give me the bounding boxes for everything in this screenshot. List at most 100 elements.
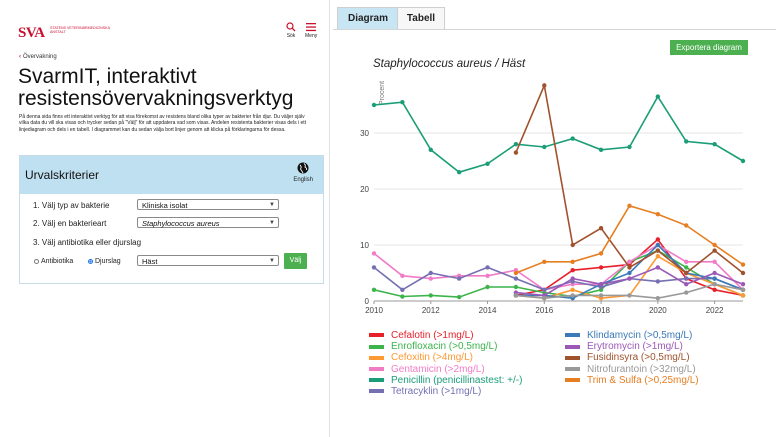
series-3[interactable] <box>371 242 746 292</box>
data-point[interactable] <box>655 254 661 259</box>
data-point[interactable] <box>371 287 377 292</box>
data-point[interactable] <box>513 293 519 298</box>
data-point[interactable] <box>513 276 519 281</box>
data-point[interactable] <box>598 251 604 256</box>
export-chart-button[interactable]: Exportera diagram <box>670 40 748 55</box>
data-point[interactable] <box>598 293 604 298</box>
legend-item[interactable]: Nitrofurantoin (>32mg/L) <box>565 364 696 375</box>
data-point[interactable] <box>513 150 519 155</box>
data-point[interactable] <box>655 242 661 248</box>
data-point[interactable] <box>655 296 661 301</box>
data-point[interactable] <box>513 270 519 276</box>
data-point[interactable] <box>655 237 661 242</box>
data-point[interactable] <box>655 265 661 270</box>
data-point[interactable] <box>627 270 632 276</box>
data-point[interactable] <box>485 273 490 278</box>
back-link[interactable]: ‹ Övervakning <box>19 54 57 60</box>
data-point[interactable] <box>371 265 377 270</box>
data-point[interactable] <box>428 293 433 298</box>
search-button[interactable]: Sök <box>286 22 296 39</box>
data-point[interactable] <box>570 136 575 141</box>
data-point[interactable] <box>598 282 604 287</box>
data-point[interactable] <box>570 259 575 264</box>
legend-item[interactable]: Gentamicin (>2mg/L) <box>369 364 485 375</box>
data-point[interactable] <box>598 226 604 231</box>
data-point[interactable] <box>428 276 433 281</box>
data-point[interactable] <box>684 265 689 270</box>
tab-diagram[interactable]: Diagram <box>337 7 399 30</box>
data-point[interactable] <box>712 282 717 287</box>
bacteria-type-select[interactable]: Kliniska isolat ▼ <box>137 199 279 210</box>
data-point[interactable] <box>740 287 746 292</box>
series-4[interactable] <box>371 94 746 175</box>
legend-item[interactable]: Erytromycin (>1mg/L) <box>565 341 683 352</box>
data-point[interactable] <box>371 102 377 108</box>
data-point[interactable] <box>428 147 433 152</box>
data-point[interactable] <box>485 284 490 290</box>
data-point[interactable] <box>740 282 746 287</box>
legend-item[interactable]: Enrofloxacin (>0,5mg/L) <box>369 341 497 352</box>
data-point[interactable] <box>712 276 717 281</box>
data-point[interactable] <box>684 270 689 276</box>
data-point[interactable] <box>371 251 377 256</box>
series-line[interactable] <box>373 95 744 174</box>
legend-item[interactable]: Tetracyklin (>1mg/L) <box>369 386 481 397</box>
series-8[interactable] <box>513 82 746 276</box>
data-point[interactable] <box>684 259 689 264</box>
data-point[interactable] <box>627 144 632 150</box>
data-point[interactable] <box>684 276 689 281</box>
data-point[interactable] <box>400 273 405 278</box>
data-point[interactable] <box>627 276 632 281</box>
legend-item[interactable]: Fusidinsyra (>0,5mg/L) <box>565 352 690 363</box>
data-point[interactable] <box>712 242 717 248</box>
sva-logo[interactable]: SVA STATENS VETERINÄRMEDICINSKA ANSTALT <box>18 24 110 42</box>
menu-button[interactable]: Meny <box>305 22 317 39</box>
data-point[interactable] <box>485 161 490 166</box>
data-point[interactable] <box>627 203 632 208</box>
data-point[interactable] <box>542 287 547 292</box>
data-point[interactable] <box>740 270 746 276</box>
data-point[interactable] <box>684 290 689 295</box>
data-point[interactable] <box>570 242 575 248</box>
data-point[interactable] <box>400 100 405 105</box>
tab-tabell[interactable]: Tabell <box>397 7 445 30</box>
series-9[interactable] <box>513 282 746 301</box>
data-point[interactable] <box>740 262 746 267</box>
submit-button[interactable]: Välj <box>284 253 307 269</box>
data-point[interactable] <box>542 296 547 301</box>
legend-item[interactable]: Trim & Sulfa (>0,25mg/L) <box>565 375 699 386</box>
data-point[interactable] <box>400 287 405 292</box>
data-point[interactable] <box>456 276 462 281</box>
data-point[interactable] <box>570 293 575 298</box>
series-10[interactable] <box>513 203 746 276</box>
data-point[interactable] <box>712 248 717 253</box>
data-point[interactable] <box>570 287 575 292</box>
data-point[interactable] <box>513 142 519 147</box>
data-point[interactable] <box>598 147 604 152</box>
radio-antibiotika[interactable]: Antibiotika <box>34 258 73 265</box>
bacteria-species-select[interactable]: Staphylococcus aureus ▼ <box>137 217 279 228</box>
data-point[interactable] <box>428 270 433 276</box>
data-point[interactable] <box>542 83 547 88</box>
data-point[interactable] <box>570 268 575 273</box>
data-point[interactable] <box>655 212 661 217</box>
data-point[interactable] <box>513 284 519 290</box>
data-point[interactable] <box>542 144 547 150</box>
data-point[interactable] <box>655 279 661 284</box>
data-point[interactable] <box>655 94 661 99</box>
data-point[interactable] <box>400 294 405 299</box>
language-switch[interactable]: English <box>293 162 313 183</box>
data-point[interactable] <box>598 265 604 270</box>
legend-item[interactable]: Cefoxitin (>4mg/L) <box>369 352 473 363</box>
data-point[interactable] <box>655 248 661 253</box>
data-point[interactable] <box>627 259 632 264</box>
data-point[interactable] <box>684 282 689 287</box>
legend-item[interactable]: Cefalotin (>1mg/L) <box>369 330 474 341</box>
data-point[interactable] <box>740 293 746 298</box>
data-point[interactable] <box>485 265 490 270</box>
series-7[interactable] <box>513 265 746 298</box>
data-point[interactable] <box>740 158 746 164</box>
series-line[interactable] <box>373 266 744 291</box>
data-point[interactable] <box>456 294 462 300</box>
data-point[interactable] <box>712 142 717 147</box>
